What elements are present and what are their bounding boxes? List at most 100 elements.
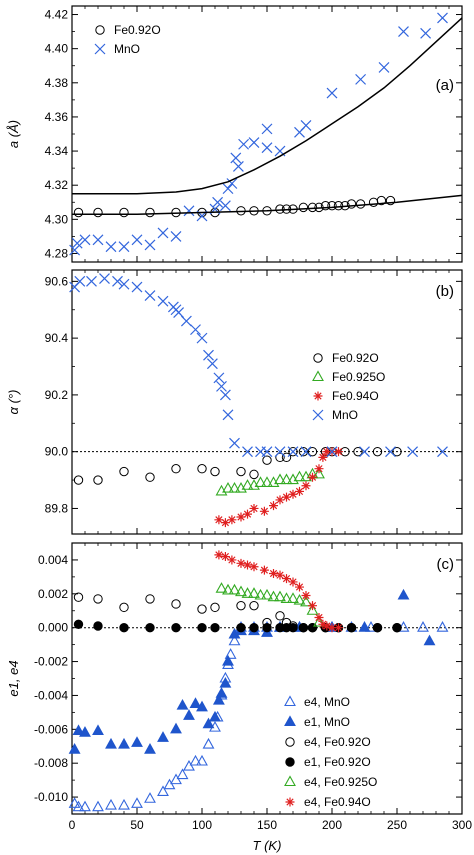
data-point (215, 687, 228, 698)
fit-curve (72, 194, 463, 215)
data-point (183, 709, 195, 720)
data-point (372, 622, 383, 633)
series-MnO (69, 12, 448, 256)
data-point (183, 759, 195, 771)
data-point (298, 622, 309, 633)
data-point (189, 697, 202, 708)
data-point (170, 230, 182, 242)
data-point (228, 634, 241, 646)
data-point (326, 446, 338, 458)
data-point (420, 27, 432, 39)
data-point (274, 446, 286, 458)
data-point (301, 481, 311, 491)
data-point (72, 724, 85, 736)
data-point (73, 207, 84, 218)
data-point (288, 622, 298, 633)
data-point (275, 495, 285, 505)
data-point (437, 446, 448, 458)
data-point (274, 590, 286, 602)
data-point (213, 372, 225, 384)
data-point (190, 324, 201, 336)
data-point (92, 800, 104, 812)
x-tick-label: 0 (69, 818, 76, 832)
data-point (131, 281, 143, 293)
series-e4-MnO (68, 621, 449, 812)
data-point (214, 550, 224, 560)
y-tick-label: 4.30 (45, 212, 69, 226)
y-tick-label: 4.40 (45, 42, 69, 56)
y-tick-label: 4.34 (45, 144, 69, 158)
data-point (215, 582, 228, 593)
data-point (287, 592, 299, 603)
data-point (229, 437, 240, 449)
data-point (131, 736, 143, 747)
data-point (322, 621, 332, 631)
panel-2: 89.8 90.0 90.2 90.4 90.6 α (°) (b) Fe0.92O Fe0.9… (6, 269, 463, 535)
data-point (214, 515, 224, 525)
data-point (308, 601, 317, 611)
data-point (334, 623, 343, 633)
series-e1-MnO (68, 588, 436, 754)
data-point (288, 489, 298, 499)
data-point (197, 604, 207, 614)
legend-marker (94, 43, 106, 55)
y-tick-label: 90.2 (45, 388, 69, 402)
data-point (93, 207, 103, 218)
data-point (93, 621, 103, 631)
data-point (295, 486, 304, 496)
data-point (227, 515, 237, 525)
data-point (157, 731, 169, 742)
data-point (105, 737, 117, 749)
data-point (145, 594, 155, 604)
data-point (236, 512, 246, 522)
y-tick-label: -0.002 (34, 655, 68, 669)
data-point (235, 585, 247, 597)
data-point (397, 588, 410, 600)
legend-marker (284, 695, 296, 707)
y-tick-label: 4.36 (45, 110, 69, 124)
data-point (144, 239, 156, 251)
data-point (287, 446, 299, 458)
data-point (197, 464, 207, 474)
data-point (118, 737, 130, 749)
legend-entry: Fe0.94O (332, 389, 379, 403)
y-tick-label: 90.6 (45, 274, 69, 288)
panel-label: (a) (436, 77, 454, 94)
data-point (157, 295, 169, 307)
data-point (86, 275, 97, 287)
x-tick-label: 50 (130, 818, 144, 832)
legend-marker (313, 391, 323, 401)
data-point (242, 446, 253, 458)
data-point (385, 446, 396, 458)
data-point (269, 568, 278, 578)
data-point (378, 62, 390, 73)
legend-marker (285, 737, 295, 747)
data-point (71, 237, 83, 249)
data-point (119, 602, 129, 613)
data-point (196, 754, 208, 766)
data-point (219, 200, 231, 212)
y-tick-label: 4.38 (45, 76, 69, 90)
legend-entry: e4, Fe0.94O (304, 795, 371, 809)
y-tick-label: -0.004 (34, 688, 68, 702)
data-point (209, 710, 221, 722)
data-point (176, 698, 189, 710)
y-tick-label: 4.28 (45, 246, 69, 260)
data-point (236, 600, 246, 611)
data-point (249, 562, 259, 572)
data-point (197, 622, 207, 633)
data-point (105, 798, 117, 810)
y-tick-label: -0.008 (34, 756, 68, 770)
data-point (308, 472, 317, 482)
data-point (392, 446, 402, 457)
y-tick-label: 4.42 (45, 8, 69, 22)
data-point (183, 205, 195, 217)
data-point (249, 469, 259, 480)
x-tick-label: 250 (387, 818, 407, 832)
data-point (298, 446, 309, 457)
data-point (301, 591, 311, 601)
y-axis-title: e1, e4 (6, 660, 21, 696)
data-point (222, 583, 234, 595)
data-point (334, 447, 343, 457)
data-point (171, 599, 181, 609)
